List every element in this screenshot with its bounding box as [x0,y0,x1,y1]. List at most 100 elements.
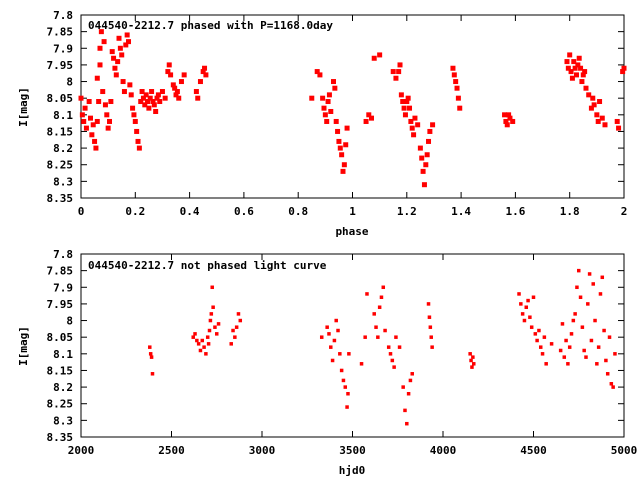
unphased-data-point [397,345,402,349]
unphased-data-point [586,302,590,306]
phased-chart: 7.8 7.85 7.9 7.95 8 8.05 8.1 8.15 8.2 8.25 8.3 8.35… [17,9,627,238]
phased-data-point [597,99,603,105]
phased-x-tick-label: 0.6 [234,205,254,218]
phased-data-point [426,138,432,144]
phased-data-point [506,112,512,118]
phased-data-point [88,115,94,121]
phased-data-point [134,128,140,134]
unphased-data-point [198,348,203,353]
phased-data-point [200,69,206,75]
unphased-data-point [338,352,342,356]
phased-data-point [578,65,584,71]
phased-data-point [336,138,342,144]
unphased-data-point [327,332,331,336]
unphased-data-point [533,332,538,336]
unphased-data-point [470,365,474,369]
unphased-chart: 7.8 7.85 7.9 7.95 8 8.05 8.1 8.15 8.2 8.25 8.3 8.35… [17,248,637,477]
unphased-data-point [388,352,393,356]
unphased-y-tick-label: 7.9 [53,281,73,294]
unphased-data-point [206,342,211,346]
phased-y-tick-label: 8.35 [47,192,74,205]
phased-y-tick-label: 8 [66,76,73,89]
phased-data-point [620,69,626,75]
phased-data-point [390,69,396,75]
unphased-data-point [379,295,384,300]
unphased-y-tick-label: 8 [66,315,73,328]
phased-data-point [569,75,575,81]
unphased-data-point [535,338,539,343]
phased-data-point [78,95,84,101]
phased-data-point [455,95,461,101]
unphased-chart-title: 044540-2212.7 not phased light curve [88,259,327,272]
unphased-data-point [148,345,152,349]
phased-y-tick-label: 7.85 [47,26,74,39]
phased-data-point [397,62,403,68]
phased-data-point [451,72,457,78]
unphased-data-point [580,325,585,329]
phased-x-tick-label: 1.4 [451,205,471,218]
phased-data-point [173,92,179,98]
phased-data-point [453,79,459,85]
unphased-data-point [569,332,574,336]
phased-data-point [136,145,142,151]
phased-data-point [575,62,581,68]
unphased-x-tick-label: 4500 [520,444,547,457]
unphased-data-point [332,338,337,343]
phased-data-point [344,125,350,131]
unphased-data-point [216,322,221,326]
phased-data-point [454,85,460,91]
phased-y-axis-title: I[mag] [17,87,30,127]
unphased-data-point [390,358,395,363]
phased-data-point [86,99,92,105]
phased-x-tick-label: 0.2 [125,205,145,218]
phased-y-tick-label: 7.9 [53,42,73,55]
phased-data-point [332,85,338,91]
phased-data-point [113,72,119,78]
phased-data-point [565,65,571,71]
phased-data-point [417,145,423,151]
unphased-data-points [148,268,617,426]
phased-data-point [328,108,334,114]
phased-data-point [82,105,88,111]
unphased-plot-frame [80,253,625,438]
unphased-data-point [604,358,608,363]
phased-data-point [324,118,330,124]
unphased-y-tick-label: 8.05 [47,331,74,344]
phased-data-point [83,125,89,131]
phased-data-point [108,99,114,105]
unphased-data-point [202,345,206,349]
phased-data-point [159,89,165,95]
phased-data-point [100,89,106,95]
phased-data-point [398,92,404,98]
phased-x-ticks: 0 0.2 0.4 0.6 0.8 1 1.2 1.4 1.6 1.8 2 [78,15,628,218]
phased-data-point [504,122,510,128]
phased-data-point [140,95,146,101]
phased-data-point [162,95,168,101]
phased-data-point [586,92,592,98]
unphased-data-point [587,272,592,276]
phased-data-point [166,62,172,68]
unphased-data-point [611,385,615,389]
phased-y-tick-label: 8.25 [47,159,74,172]
phased-data-point [172,85,178,91]
phased-data-point [325,99,331,105]
phased-data-point [340,168,346,174]
phased-data-point [93,145,99,151]
phased-data-point [121,89,127,95]
unphased-data-point [193,332,197,336]
unphased-data-point [564,338,568,343]
phased-data-point [573,72,579,78]
unphased-data-point [582,348,586,353]
unphased-data-point [589,338,594,343]
unphased-data-point [148,352,153,356]
unphased-x-tick-label: 3500 [339,444,366,457]
phased-data-point [412,115,418,121]
phased-x-tick-label: 2 [621,205,628,218]
phased-data-point [170,82,176,88]
unphased-data-point [215,332,219,336]
unphased-data-point [538,345,543,349]
phased-data-point [116,35,122,41]
phased-data-point [337,145,343,151]
phased-data-point [595,118,601,124]
unphased-y-tick-label: 8.3 [53,414,73,427]
